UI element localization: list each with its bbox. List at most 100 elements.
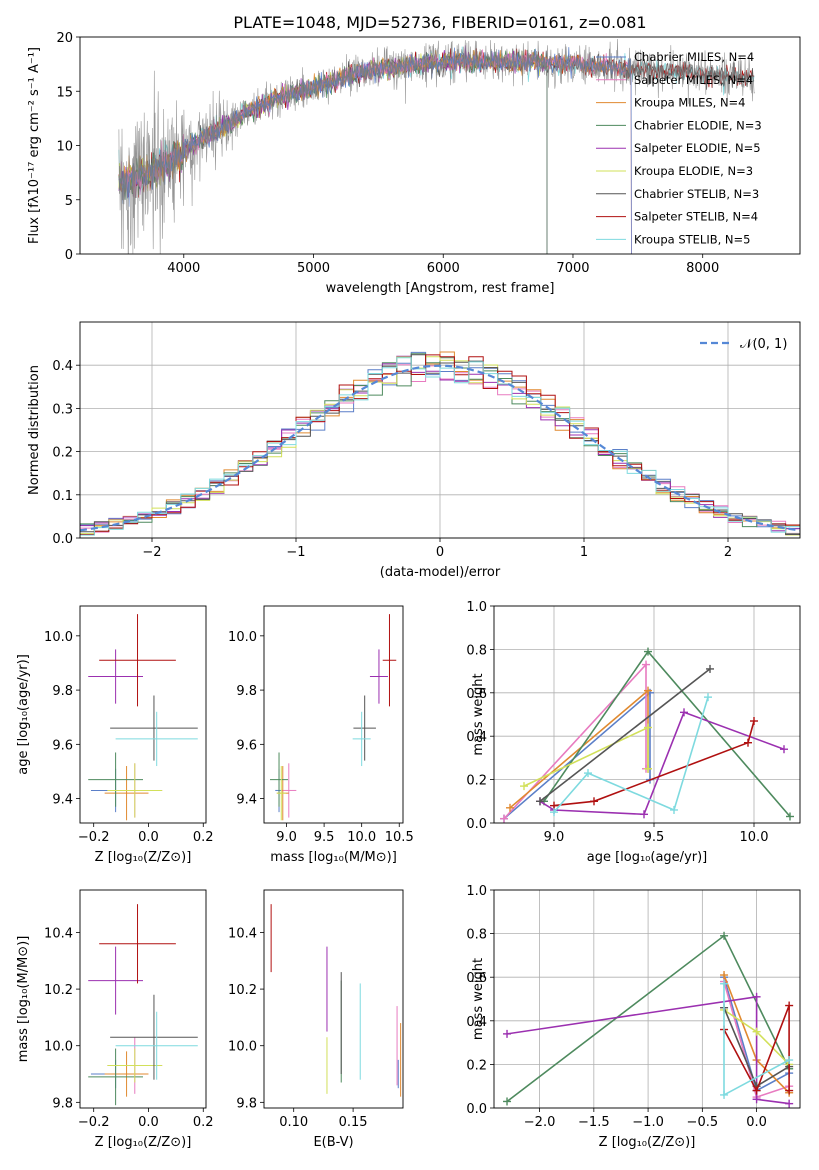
legend-entry: Salpeter MILES, N=4 xyxy=(634,73,753,87)
y-tick-label: 0.2 xyxy=(466,774,487,789)
series-4-marker xyxy=(680,708,688,717)
x-tick-label: −0.5 xyxy=(687,1115,719,1130)
x-tick-label: 0.0 xyxy=(138,1115,159,1130)
y-axis-label: Normed distribution xyxy=(27,365,42,495)
y-tick-label: 9.4 xyxy=(52,793,73,808)
y-tick-label: 9.8 xyxy=(52,684,73,699)
legend-entry: Kroupa STELIB, N=5 xyxy=(634,232,751,246)
x-tick-label: −2 xyxy=(142,545,161,560)
histogram-8 xyxy=(80,357,800,536)
y-tick-label: 0.3 xyxy=(52,402,73,417)
y-axis-label: mass weight xyxy=(471,673,486,755)
series-7-marker xyxy=(744,738,752,747)
x-tick-label: −2.0 xyxy=(524,1115,556,1130)
y-axis-label: mass weight xyxy=(471,958,486,1040)
x-axis-label: (data-model)/error xyxy=(380,565,501,580)
y-tick-label: 9.6 xyxy=(52,738,73,753)
series-8-marker xyxy=(704,693,712,702)
series-3-marker xyxy=(503,1097,512,1106)
x-tick-label: 0.15 xyxy=(339,1115,368,1130)
legend-entry: Chabrier STELIB, N=3 xyxy=(634,187,759,201)
panel-5 xyxy=(490,605,801,827)
panel-2 xyxy=(76,321,801,542)
series-7-marker xyxy=(590,797,598,806)
x-axis-label: age [log₁₀(age/yr)] xyxy=(587,850,708,865)
y-tick-label: 10.0 xyxy=(44,1040,73,1055)
x-tick-label: 1 xyxy=(580,545,588,560)
series-6-marker xyxy=(706,664,714,673)
panel-8 xyxy=(490,889,801,1112)
x-tick-label: 10.0 xyxy=(347,830,376,845)
axes-frame xyxy=(263,605,404,824)
series-6-line xyxy=(539,668,711,802)
x-tick-label: 8000 xyxy=(686,261,719,276)
x-tick-label: 0.2 xyxy=(193,830,214,845)
series-7-marker xyxy=(785,1001,794,1010)
legend-entry: Kroupa ELODIE, N=3 xyxy=(634,164,753,178)
series-7-marker xyxy=(752,1086,761,1095)
observed-spectrum xyxy=(118,38,755,254)
series-7-marker xyxy=(785,1086,794,1095)
series-5-marker xyxy=(752,1027,761,1036)
legend-entry: Salpeter STELIB, N=4 xyxy=(634,210,758,224)
series-3-marker xyxy=(644,647,652,656)
x-tick-label: 5000 xyxy=(297,261,330,276)
x-tick-label: 6000 xyxy=(427,261,460,276)
series-7-line xyxy=(553,720,755,807)
x-tick-label: 0.0 xyxy=(138,830,159,845)
series-2-marker xyxy=(506,803,514,812)
panel-4 xyxy=(260,605,404,827)
x-axis-label: E(B-V) xyxy=(313,1135,353,1150)
x-axis-label: Z [log₁₀(Z/Z⊙)] xyxy=(95,1135,192,1150)
legend-entry: Chabrier ELODIE, N=3 xyxy=(634,118,762,132)
legend-entry: 𝒩(0, 1) xyxy=(740,337,787,352)
x-tick-label: −1.5 xyxy=(578,1115,610,1130)
y-tick-label: 0.8 xyxy=(466,643,487,658)
x-tick-label: 4000 xyxy=(167,261,200,276)
series-3-marker xyxy=(786,812,794,821)
y-tick-label: 1.0 xyxy=(466,884,487,899)
panel-7 xyxy=(260,889,404,1112)
series-4-marker xyxy=(752,992,761,1001)
x-tick-label: 0.10 xyxy=(279,1115,308,1130)
panel-6 xyxy=(76,889,207,1112)
series-4-line xyxy=(539,711,785,816)
y-tick-label: 0.4 xyxy=(466,730,487,745)
y-tick-label: 0.2 xyxy=(52,446,73,461)
y-tick-label: 10.2 xyxy=(44,983,73,998)
y-tick-label: 10.2 xyxy=(228,983,257,998)
histogram-7 xyxy=(80,354,800,535)
y-tick-label: 15 xyxy=(56,85,73,100)
y-tick-label: 9.4 xyxy=(236,793,257,808)
series-5-marker xyxy=(644,764,652,773)
y-tick-label: 0.4 xyxy=(466,1015,487,1030)
x-axis-label: wavelength [Angstrom, rest frame] xyxy=(326,281,555,296)
y-tick-label: 10.4 xyxy=(228,926,257,941)
series-8-marker xyxy=(670,805,678,814)
x-axis-label: Z [log₁₀(Z/Z⊙)] xyxy=(95,850,192,865)
series-8-marker xyxy=(720,1090,729,1099)
series-2-marker xyxy=(720,971,729,980)
y-axis-label: Flux [fλ10⁻¹⁷ erg cm⁻² s⁻¹ A⁻¹] xyxy=(27,47,42,244)
y-tick-label: 0.0 xyxy=(52,532,73,547)
y-tick-label: 0.0 xyxy=(466,817,487,832)
x-axis-label: Z [log₁₀(Z/Z⊙)] xyxy=(599,1135,696,1150)
x-tick-label: 10.0 xyxy=(740,830,769,845)
axes-frame xyxy=(79,321,801,539)
series-3-marker xyxy=(720,931,729,940)
panel-3 xyxy=(76,605,207,827)
y-tick-label: 0.2 xyxy=(466,1058,487,1073)
y-tick-label: 0.4 xyxy=(52,359,73,374)
series-2-marker xyxy=(644,686,652,695)
axes-frame xyxy=(79,605,207,824)
x-tick-label: −1 xyxy=(286,545,305,560)
series-4-marker xyxy=(785,1099,794,1108)
y-tick-label: 9.8 xyxy=(52,1096,73,1111)
y-tick-label: 1.0 xyxy=(466,600,487,615)
series-8-line xyxy=(553,696,709,813)
series-4-marker xyxy=(503,1029,512,1038)
series-7-marker xyxy=(750,717,758,726)
y-tick-label: 9.8 xyxy=(236,684,257,699)
axes-frame xyxy=(79,889,207,1109)
x-tick-label: 7000 xyxy=(556,261,589,276)
